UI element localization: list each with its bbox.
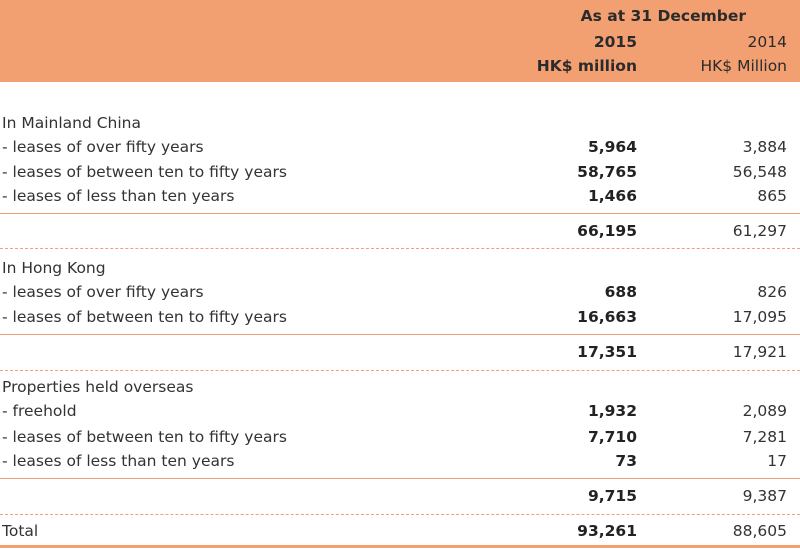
row-label: - leases of less than ten years (2, 187, 235, 205)
row-label: - leases of over fifty years (2, 283, 204, 301)
divider (0, 478, 800, 479)
section-title-overseas: Properties held overseas (0, 375, 800, 399)
subtotal-value-2015: 66,195 (577, 222, 637, 240)
table-row: - leases of over fifty years 688 826 (0, 280, 800, 304)
row-label: - leases of over fifty years (2, 138, 204, 156)
subtotal-row: 17,351 17,921 (0, 340, 800, 364)
subtotal-value-2015: 17,351 (577, 343, 637, 361)
row-label: - leases of between ten to fifty years (2, 308, 287, 326)
section-title-text: In Hong Kong (2, 259, 106, 277)
table-row: - leases of less than ten years 1,466 86… (0, 184, 800, 208)
row-value-2014: 56,548 (732, 163, 787, 181)
section-title-text: In Mainland China (2, 114, 141, 132)
table-row: - leases of over fifty years 5,964 3,884 (0, 135, 800, 159)
row-value-2014: 826 (757, 283, 787, 301)
section-title-mainland: In Mainland China (0, 111, 800, 135)
row-value-2015: 1,466 (587, 187, 637, 205)
subtotal-row: 9,715 9,387 (0, 484, 800, 508)
row-value-2014: 3,884 (742, 138, 787, 156)
total-row: Total 93,261 88,605 (0, 519, 800, 543)
section-title-hong-kong: In Hong Kong (0, 256, 800, 280)
row-value-2014: 17,095 (732, 308, 787, 326)
divider (0, 514, 800, 515)
row-value-2014: 17 (767, 452, 787, 470)
subtotal-value-2014: 17,921 (732, 343, 787, 361)
header-2014-year: 2014 (747, 33, 787, 51)
table-row: - leases of between ten to fifty years 5… (0, 160, 800, 184)
table-row: - leases of between ten to fifty years 1… (0, 305, 800, 329)
row-value-2015: 5,964 (587, 138, 637, 156)
row-value-2014: 7,281 (742, 428, 787, 446)
row-value-2015: 688 (604, 283, 637, 301)
row-label: - leases of between ten to fifty years (2, 163, 287, 181)
divider (0, 248, 800, 249)
row-label: - leases of between ten to fifty years (2, 428, 287, 446)
total-value-2014: 88,605 (732, 522, 787, 540)
section-title-text: Properties held overseas (2, 378, 194, 396)
table-header: As at 31 December 2015 2014 HK$ million … (0, 0, 800, 82)
header-2015-unit: HK$ million (536, 57, 637, 75)
row-label: - freehold (2, 402, 77, 420)
header-2015-year: 2015 (593, 33, 637, 51)
subtotal-value-2014: 9,387 (742, 487, 787, 505)
row-value-2014: 865 (757, 187, 787, 205)
divider (0, 334, 800, 335)
header-2014-unit: HK$ Million (700, 57, 787, 75)
row-value-2014: 2,089 (742, 402, 787, 420)
table-row: - freehold 1,932 2,089 (0, 399, 800, 423)
row-value-2015: 58,765 (577, 163, 637, 181)
table-row: - leases of between ten to fifty years 7… (0, 425, 800, 449)
total-value-2015: 93,261 (577, 522, 637, 540)
row-value-2015: 1,932 (587, 402, 637, 420)
header-as-at: As at 31 December (580, 7, 746, 25)
table-row: - leases of less than ten years 73 17 (0, 449, 800, 473)
subtotal-value-2015: 9,715 (587, 487, 637, 505)
row-label: - leases of less than ten years (2, 452, 235, 470)
divider (0, 213, 800, 214)
total-underline (0, 545, 800, 548)
row-value-2015: 73 (615, 452, 637, 470)
divider (0, 370, 800, 371)
total-label: Total (2, 522, 39, 540)
subtotal-row: 66,195 61,297 (0, 219, 800, 243)
row-value-2015: 16,663 (577, 308, 637, 326)
row-value-2015: 7,710 (587, 428, 637, 446)
subtotal-value-2014: 61,297 (732, 222, 787, 240)
